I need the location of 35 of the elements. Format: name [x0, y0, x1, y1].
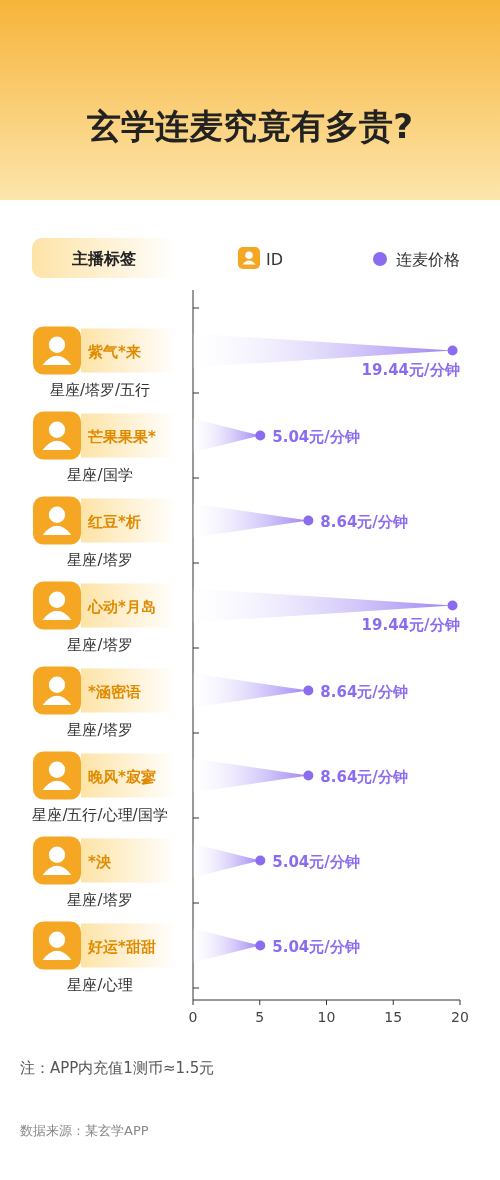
text: 星座/塔罗: [67, 890, 133, 909]
text: 星座/国学: [67, 465, 133, 484]
x-tick-label: 10: [317, 1009, 336, 1025]
data-label: 8.64元/分钟: [320, 767, 408, 786]
text: 星座/塔罗: [67, 635, 133, 654]
text: 星座/塔罗: [67, 720, 133, 739]
text: 注：APP内充值1测币≈1.5元: [20, 1059, 215, 1077]
y-tick-label: 心动*月岛: [87, 597, 156, 616]
y-tick-label: 好运*甜甜: [87, 937, 156, 956]
x-tick-label: 15: [384, 1009, 403, 1025]
source-note: 数据来源：某玄学APP: [20, 1123, 149, 1138]
y-tick-label: 晚风*寂寥: [88, 767, 156, 786]
y-tick-label: 芒果果果*: [87, 427, 156, 446]
text: 星座/五行/心理/国学: [32, 805, 168, 824]
x-tick-label: 20: [451, 1009, 469, 1025]
data-label: 5.04元/分钟: [272, 937, 360, 956]
data-label: 5.04元/分钟: [272, 852, 360, 871]
legend-label: 连麦价格: [396, 250, 460, 269]
chart-title: 玄学连麦究竟有多贵?: [86, 106, 413, 146]
data-label: 8.64元/分钟: [320, 512, 408, 531]
text: 星座/塔罗: [67, 550, 133, 569]
text: 星座/塔罗/五行: [49, 380, 151, 399]
y-tick-label: 红豆*析: [87, 512, 141, 531]
data-label: 5.04元/分钟: [272, 427, 360, 446]
text: ID: [266, 250, 284, 269]
data-label: 19.44元/分钟: [361, 615, 460, 634]
y-tick-label: *涵密语: [88, 682, 141, 701]
x-tick-label: 5: [255, 1009, 265, 1025]
y-axis-title: 主播标签: [71, 249, 136, 268]
y-tick-label: *泱: [88, 852, 112, 871]
data-label: 8.64元/分钟: [320, 682, 408, 701]
text: 星座/心理: [67, 975, 133, 994]
x-tick-label: 0: [188, 1009, 198, 1025]
y-tick-label: 紫气*来: [87, 342, 141, 361]
data-label: 19.44元/分钟: [361, 360, 460, 379]
